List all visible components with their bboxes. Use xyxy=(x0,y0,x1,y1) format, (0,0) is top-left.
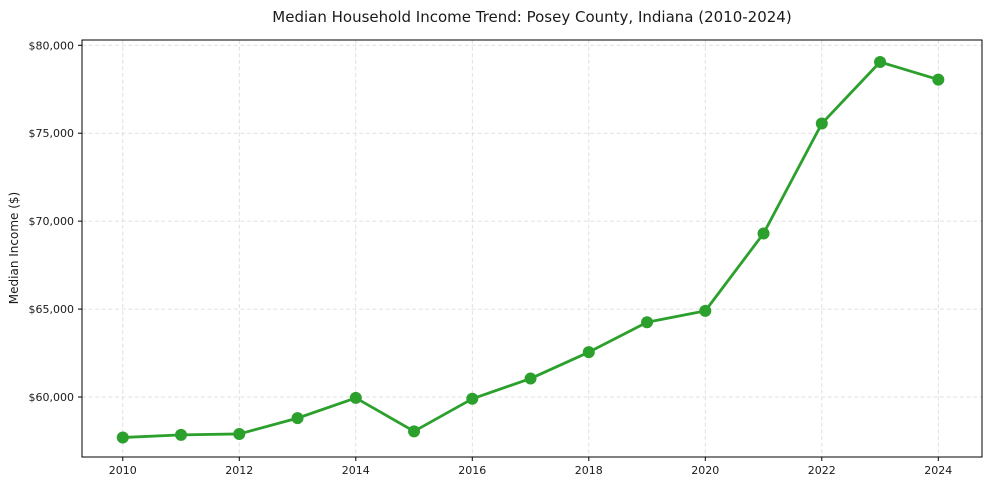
chart-title: Median Household Income Trend: Posey Cou… xyxy=(272,8,792,26)
data-point xyxy=(349,391,362,404)
data-point xyxy=(175,428,188,441)
data-point xyxy=(641,316,654,329)
y-tick-label: $70,000 xyxy=(29,215,75,228)
data-point xyxy=(815,117,828,130)
data-point xyxy=(466,392,479,405)
data-point xyxy=(233,427,246,440)
data-point xyxy=(291,412,304,425)
data-point xyxy=(932,73,945,86)
x-tick-label: 2010 xyxy=(109,464,137,477)
y-tick-label: $65,000 xyxy=(29,303,75,316)
data-point xyxy=(874,55,887,68)
x-tick-label: 2012 xyxy=(225,464,253,477)
plot-border xyxy=(81,39,983,458)
x-tick-label: 2016 xyxy=(458,464,486,477)
x-tick-label: 2022 xyxy=(808,464,836,477)
x-tick-label: 2020 xyxy=(691,464,719,477)
data-point xyxy=(582,346,595,359)
data-point xyxy=(116,431,129,444)
x-tick-label: 2024 xyxy=(924,464,952,477)
y-tick-label: $80,000 xyxy=(29,39,75,52)
data-point xyxy=(699,304,712,317)
x-tick-label: 2018 xyxy=(575,464,603,477)
data-point xyxy=(757,227,770,240)
y-tick-label: $75,000 xyxy=(29,127,75,140)
x-tick-label: 2014 xyxy=(342,464,370,477)
data-point xyxy=(524,372,537,385)
y-tick-label: $60,000 xyxy=(29,391,75,404)
data-point xyxy=(408,425,421,438)
